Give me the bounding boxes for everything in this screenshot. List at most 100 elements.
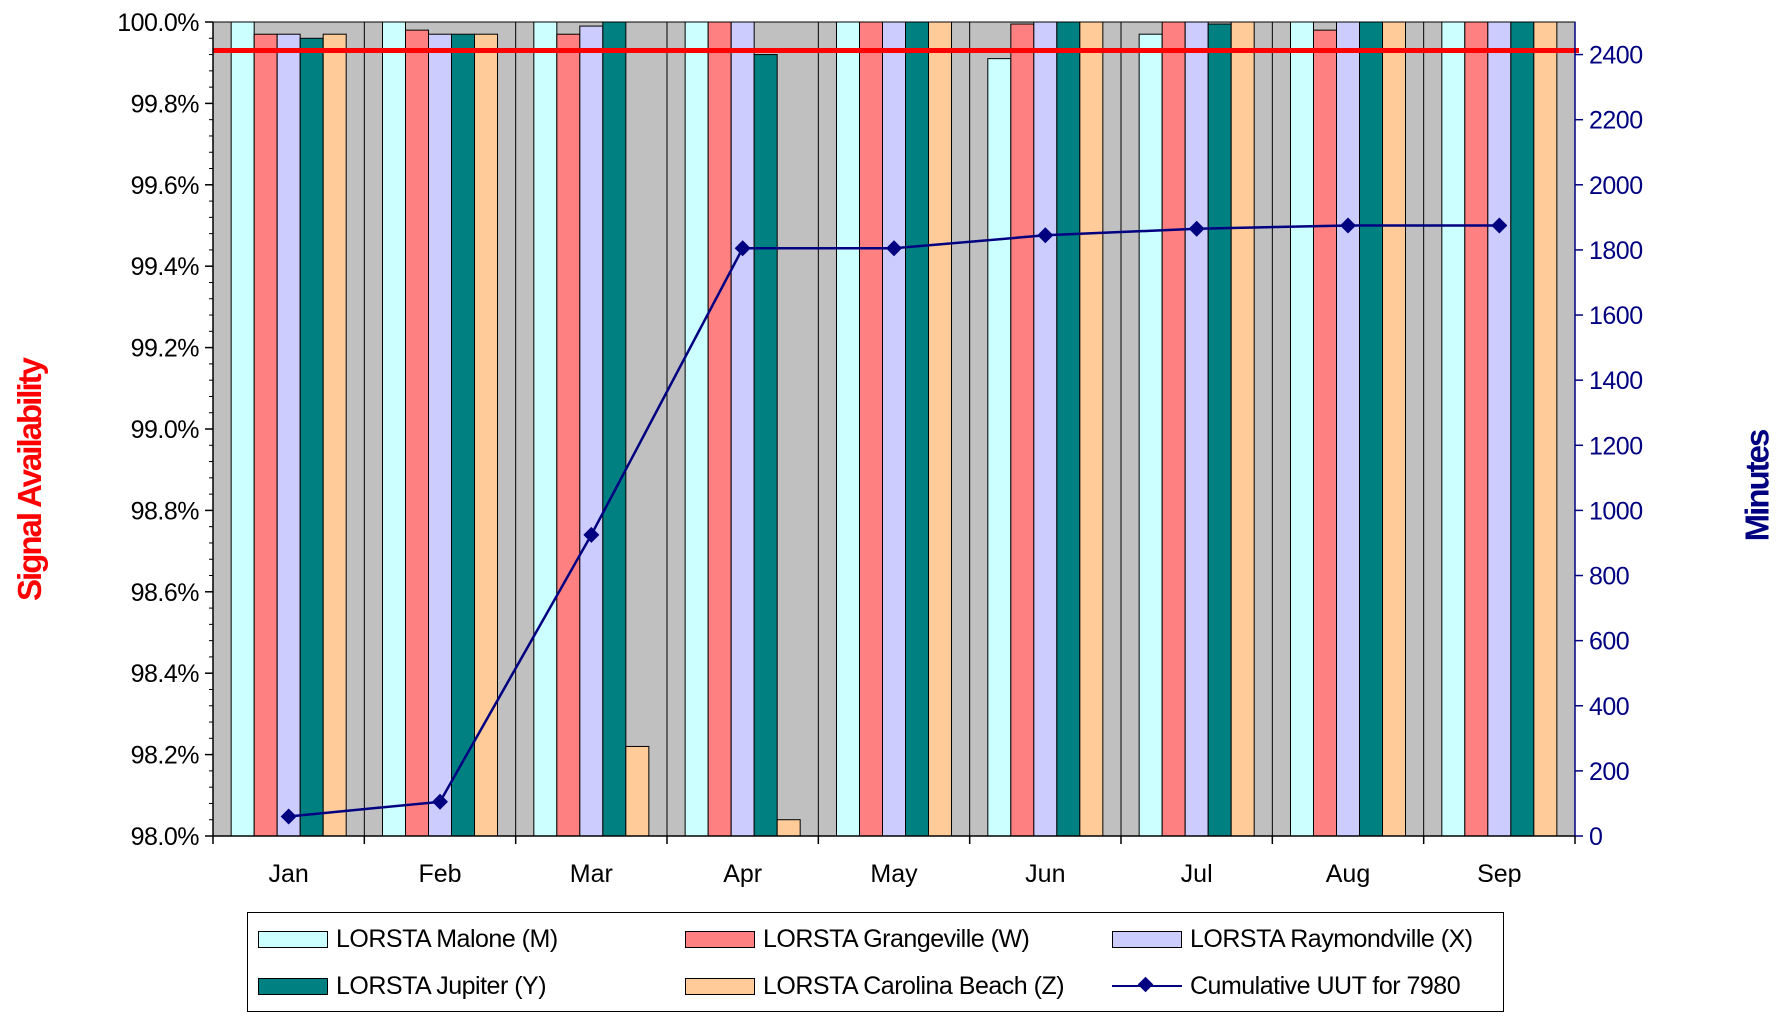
bar: [881, 21, 907, 837]
bar: [230, 21, 255, 837]
bar: [1533, 21, 1558, 837]
y-tick-label: 98.4%: [131, 660, 200, 688]
y-tick-label: 98.6%: [131, 579, 200, 607]
bar: [1079, 21, 1104, 837]
bar: [299, 37, 324, 837]
bar: [533, 21, 558, 837]
bar: [253, 33, 278, 837]
legend-item-raymondville: LORSTA Raymondville (X): [1112, 921, 1473, 957]
bar: [1510, 21, 1535, 837]
line-point: [1491, 217, 1508, 234]
x-tick-label: Jan: [269, 860, 309, 888]
bar: [276, 33, 301, 837]
legend-label-malone: LORSTA Malone (M): [336, 924, 558, 953]
line-point: [1188, 220, 1205, 237]
secondary-y-tick-label: 1000: [1589, 497, 1643, 525]
secondary-y-tick-label: 1600: [1589, 302, 1643, 330]
bar: [556, 33, 581, 837]
bar: [381, 21, 406, 837]
x-tick-label: Aug: [1326, 860, 1370, 888]
bar: [858, 21, 883, 837]
secondary-y-tick-label: 400: [1589, 693, 1629, 721]
bar: [1056, 21, 1081, 837]
bar: [1138, 33, 1163, 837]
legend-label-raymondville: LORSTA Raymondville (X): [1190, 924, 1473, 953]
y-tick-label: 98.2%: [131, 742, 200, 770]
line-point: [280, 808, 297, 825]
bar: [1335, 21, 1361, 837]
secondary-y-tick-label: 800: [1589, 563, 1629, 591]
bar: [835, 21, 860, 837]
legend-label-carolina-beach: LORSTA Carolina Beach (Z): [763, 971, 1065, 1000]
y-tick-label: 99.4%: [131, 253, 200, 281]
y-axis-title: Signal Availability: [10, 359, 48, 601]
legend-item-carolina-beach: LORSTA Carolina Beach (Z): [685, 968, 1065, 1004]
bar: [1487, 21, 1512, 837]
bar: [730, 21, 755, 837]
bar: [928, 21, 953, 837]
legend-label-cumulative-uut: Cumulative UUT for 7980: [1190, 971, 1461, 1000]
x-tick-label: Jun: [1025, 860, 1065, 888]
bar: [1207, 23, 1232, 837]
secondary-y-tick-label: 2200: [1589, 107, 1643, 135]
legend-label-jupiter: LORSTA Jupiter (Y): [336, 971, 547, 1000]
bar: [707, 21, 732, 837]
bar: [427, 33, 453, 837]
legend-item-jupiter: LORSTA Jupiter (Y): [258, 968, 547, 1004]
bar: [905, 21, 930, 837]
x-tick-label: Sep: [1477, 860, 1521, 888]
x-tick-label: Feb: [418, 860, 461, 888]
legend-item-malone: LORSTA Malone (M): [258, 921, 558, 957]
bar: [579, 25, 604, 837]
line-point: [886, 240, 902, 257]
secondary-y-tick-label: 2400: [1589, 42, 1643, 70]
bar: [625, 745, 650, 837]
secondary-y-tick-label: 1400: [1589, 367, 1643, 395]
bar: [684, 21, 709, 837]
line-point: [1037, 227, 1054, 244]
legend-item-cumulative-uut: Cumulative UUT for 7980: [1112, 968, 1461, 1004]
bar: [322, 33, 347, 837]
legend-item-grangeville: LORSTA Grangeville (W): [685, 921, 1030, 957]
line-point: [432, 793, 448, 810]
bar: [776, 819, 801, 837]
legend-swatch-malone: [258, 930, 328, 948]
x-tick-label: Jul: [1181, 860, 1213, 888]
bar: [1161, 21, 1186, 837]
bar: [1230, 21, 1255, 837]
bar: [1359, 21, 1384, 837]
secondary-y-tick-label: 1800: [1589, 237, 1643, 265]
legend-swatch-jupiter: [258, 977, 328, 995]
secondary-y-tick-label: 2000: [1589, 172, 1643, 200]
x-tick-label: May: [870, 860, 918, 888]
bar: [1464, 21, 1489, 837]
bar: [1382, 21, 1407, 837]
line-point: [583, 526, 600, 543]
secondary-y-tick-label: 1200: [1589, 432, 1643, 460]
bar: [753, 54, 778, 837]
y-tick-label: 98.8%: [131, 497, 200, 525]
bar: [1033, 21, 1058, 837]
legend-swatch-grangeville: [685, 930, 755, 948]
bar: [451, 33, 476, 837]
legend-label-grangeville: LORSTA Grangeville (W): [763, 924, 1030, 953]
legend: LORSTA Malone (M) LORSTA Grangeville (W)…: [247, 912, 1504, 1012]
secondary-y-tick-label: 600: [1589, 628, 1629, 656]
secondary-y-tick-label: 0: [1589, 823, 1602, 851]
y-tick-label: 99.6%: [131, 172, 200, 200]
line-point: [734, 240, 751, 257]
legend-swatch-cumulative-uut: [1112, 976, 1182, 996]
bar: [1441, 21, 1466, 837]
secondary-y-tick-label: 200: [1589, 758, 1629, 786]
bar: [404, 29, 429, 837]
legend-swatch-raymondville: [1112, 930, 1182, 948]
y-tick-label: 99.8%: [131, 90, 200, 118]
x-tick-label: Mar: [570, 860, 613, 888]
y-tick-label: 98.0%: [131, 823, 200, 851]
bar: [1010, 23, 1035, 837]
y-tick-label: 99.0%: [131, 416, 200, 444]
bar: [602, 21, 627, 837]
legend-swatch-carolina-beach: [685, 977, 755, 995]
bar: [1184, 21, 1209, 837]
